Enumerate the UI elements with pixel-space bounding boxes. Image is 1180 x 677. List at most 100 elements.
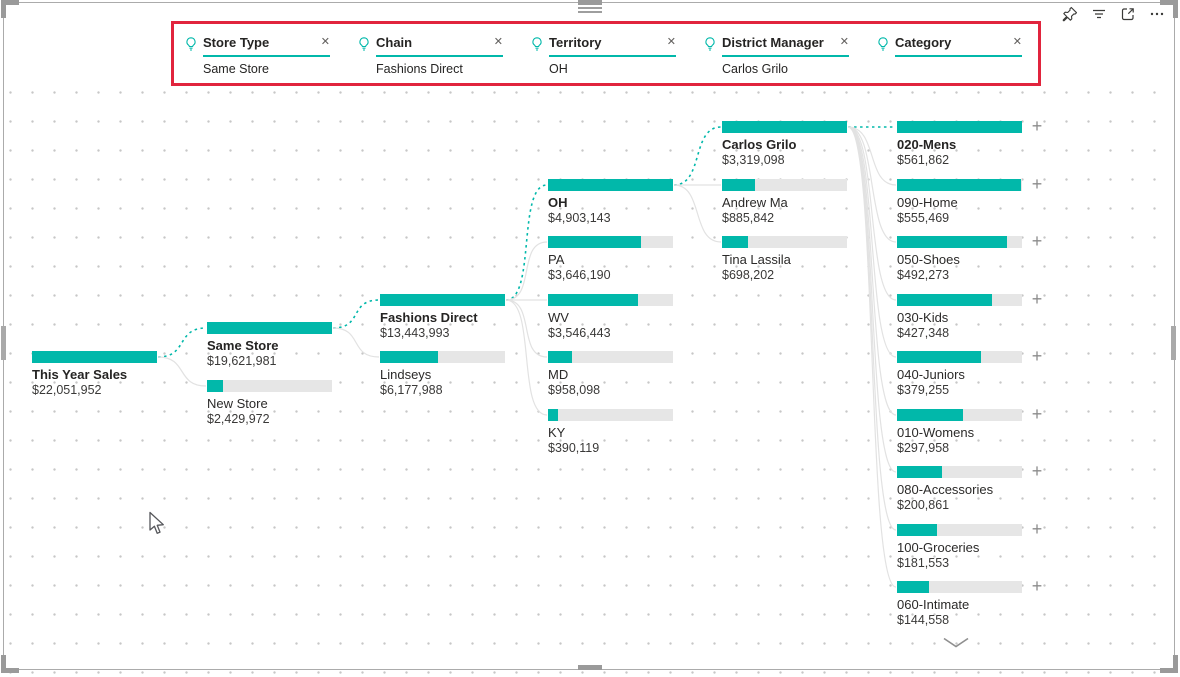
- more-options-icon[interactable]: [1148, 5, 1166, 23]
- resize-handle-left[interactable]: [1, 326, 6, 360]
- remove-filter-icon[interactable]: ✕: [493, 36, 503, 48]
- node-label: 010-Womens: [897, 425, 975, 440]
- node-bar-fill: [897, 466, 942, 478]
- tree-node-ky[interactable]: KY $390,119: [548, 409, 673, 455]
- tree-node-050-shoes[interactable]: 050-Shoes $492,273: [897, 236, 1022, 282]
- filter-underline: [376, 55, 503, 57]
- node-bar-fill: [897, 236, 1007, 248]
- filter-underline: [895, 55, 1022, 57]
- remove-filter-icon[interactable]: ✕: [839, 36, 849, 48]
- lightbulb-icon: [529, 36, 545, 52]
- resize-handle-right[interactable]: [1171, 326, 1176, 360]
- node-label: Lindseys: [380, 367, 432, 382]
- expand-node-button[interactable]: +: [1031, 519, 1043, 539]
- node-value: $3,319,098: [722, 153, 785, 167]
- resize-handle-se[interactable]: [1160, 655, 1178, 673]
- node-label: OH: [548, 195, 568, 210]
- pin-icon[interactable]: [1061, 5, 1079, 23]
- node-label: 080-Accessories: [897, 482, 994, 497]
- filter-field-label[interactable]: Category: [895, 35, 952, 50]
- tree-node-030-kids[interactable]: 030-Kids $427,348: [897, 294, 1022, 340]
- node-bar-track: [32, 351, 157, 363]
- expand-node-button[interactable]: +: [1031, 231, 1043, 251]
- tree-node-same-store[interactable]: Same Store $19,621,981: [207, 322, 332, 368]
- node-bar-fill: [897, 294, 992, 306]
- node-bar-track: [548, 351, 673, 363]
- node-bar-fill: [897, 121, 1022, 133]
- node-bar-fill: [897, 581, 929, 593]
- node-bar-track: [897, 179, 1022, 191]
- remove-filter-icon[interactable]: ✕: [666, 36, 676, 48]
- node-label: Andrew Ma: [722, 195, 788, 210]
- node-bar-track: [380, 294, 505, 306]
- lightbulb-icon: [875, 36, 891, 52]
- expand-node-button[interactable]: +: [1031, 116, 1043, 136]
- tree-node-100-groceries[interactable]: 100-Groceries $181,553: [897, 524, 1022, 570]
- filter-field-label[interactable]: Territory: [549, 35, 602, 50]
- node-bar-fill: [548, 294, 638, 306]
- focus-mode-icon[interactable]: [1119, 5, 1137, 23]
- tree-node-010-womens[interactable]: 010-Womens $297,958: [897, 409, 1022, 455]
- node-label: Carlos Grilo: [722, 137, 797, 152]
- resize-handle-nw[interactable]: [1, 0, 19, 18]
- node-value: $390,119: [548, 441, 600, 455]
- tree-node-lindseys[interactable]: Lindseys $6,177,988: [380, 351, 505, 397]
- tree-node-root[interactable]: This Year Sales $22,051,952: [32, 351, 157, 397]
- filter-selected-value: Carlos Grilo: [722, 62, 788, 76]
- tree-node-090-home[interactable]: 090-Home $555,469: [897, 179, 1022, 225]
- tree-node-md[interactable]: MD $958,098: [548, 351, 673, 397]
- filter-selected-value: Same Store: [203, 62, 270, 76]
- node-bar-track: [548, 236, 673, 248]
- tree-node-060-intimate[interactable]: 060-Intimate $144,558: [897, 581, 1022, 627]
- show-more-chevron-icon[interactable]: [941, 636, 971, 654]
- node-value: $561,862: [897, 153, 950, 167]
- filter-pill-store-type: Store Type ✕ Same Store: [183, 33, 333, 79]
- node-value: $3,546,443: [548, 326, 611, 340]
- tree-node-andrew-ma[interactable]: Andrew Ma $885,842: [722, 179, 847, 225]
- filter-field-label[interactable]: District Manager: [722, 35, 824, 50]
- remove-filter-icon[interactable]: ✕: [320, 36, 330, 48]
- remove-filter-icon[interactable]: ✕: [1012, 36, 1022, 48]
- node-bar-track: [722, 236, 847, 248]
- lightbulb-icon: [702, 36, 718, 52]
- node-bar-fill: [897, 179, 1021, 191]
- node-value: $698,202: [722, 268, 775, 282]
- node-label: New Store: [207, 396, 268, 411]
- filter-field-label[interactable]: Store Type: [203, 35, 270, 50]
- drag-handle[interactable]: [578, 7, 602, 14]
- expand-node-button[interactable]: +: [1031, 346, 1043, 366]
- expand-node-button[interactable]: +: [1031, 289, 1043, 309]
- filter-lines-icon[interactable]: [1090, 5, 1108, 23]
- node-value: $492,273: [897, 268, 950, 282]
- tree-node-tina-lassila[interactable]: Tina Lassila $698,202: [722, 236, 847, 282]
- resize-handle-bottom[interactable]: [578, 665, 602, 670]
- expand-node-button[interactable]: +: [1031, 576, 1043, 596]
- resize-handle-top[interactable]: [578, 0, 602, 5]
- node-bar-track: [207, 322, 332, 334]
- node-value: $885,842: [722, 211, 775, 225]
- node-bar-track: [722, 121, 847, 133]
- resize-handle-sw[interactable]: [1, 655, 19, 673]
- tree-node-020-mens[interactable]: 020-Mens $561,862: [897, 121, 1022, 167]
- expand-node-button[interactable]: +: [1031, 174, 1043, 194]
- node-value: $181,553: [897, 556, 950, 570]
- filter-field-label[interactable]: Chain: [376, 35, 413, 50]
- tree-node-pa[interactable]: PA $3,646,190: [548, 236, 673, 282]
- expand-node-button[interactable]: +: [1031, 461, 1043, 481]
- tree-node-wv[interactable]: WV $3,546,443: [548, 294, 673, 340]
- node-bar-track: [207, 380, 332, 392]
- tree-node-080-accessories[interactable]: 080-Accessories $200,861: [897, 466, 1022, 512]
- filter-pill-chain: Chain ✕ Fashions Direct: [356, 33, 506, 79]
- node-value: $297,958: [897, 441, 950, 455]
- node-bar-fill: [722, 121, 847, 133]
- node-bar-track: [380, 351, 505, 363]
- tree-node-carlos-grilo[interactable]: Carlos Grilo $3,319,098: [722, 121, 847, 167]
- tree-node-040-juniors[interactable]: 040-Juniors $379,255: [897, 351, 1022, 397]
- tree-node-oh[interactable]: OH $4,903,143: [548, 179, 673, 225]
- node-label: WV: [548, 310, 569, 325]
- filter-underline: [203, 55, 330, 57]
- node-bar-track: [548, 409, 673, 421]
- expand-node-button[interactable]: +: [1031, 404, 1043, 424]
- tree-node-fashions-direct[interactable]: Fashions Direct $13,443,993: [380, 294, 505, 340]
- tree-node-new-store[interactable]: New Store $2,429,972: [207, 380, 332, 426]
